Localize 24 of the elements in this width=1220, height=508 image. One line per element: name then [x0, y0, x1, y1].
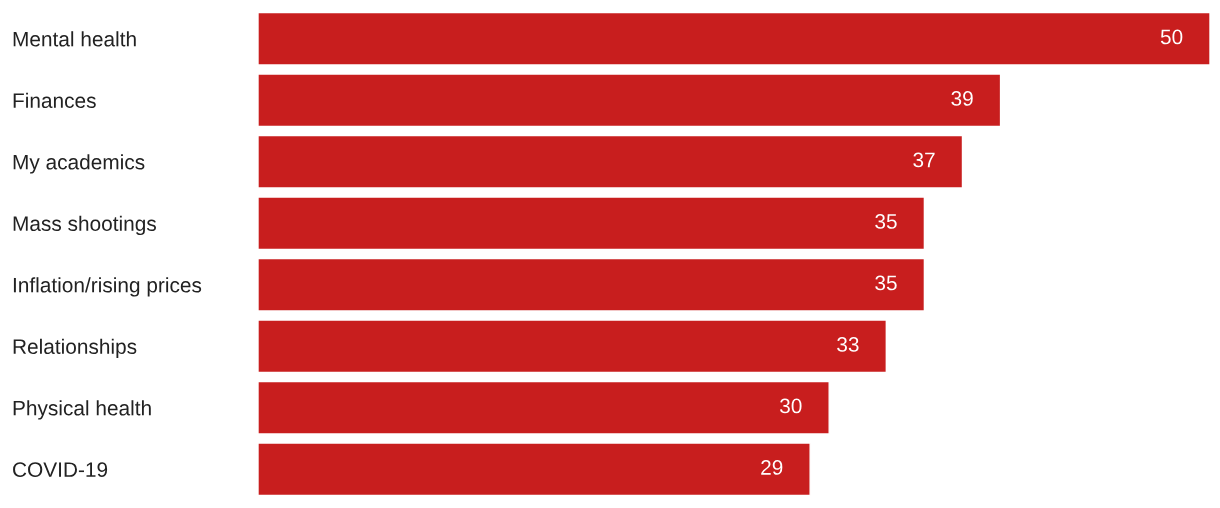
bar	[258, 73, 1002, 128]
bar	[258, 196, 926, 251]
bar	[258, 257, 926, 312]
data-label: 35	[875, 214, 897, 229]
data-label: 39	[951, 91, 973, 106]
data-label: 37	[913, 152, 935, 168]
bar	[258, 319, 888, 374]
y-tick-label: Mental health	[13, 31, 136, 47]
data-label: 30	[779, 398, 802, 414]
data-label: 33	[837, 337, 859, 352]
y-tick-label: Physical health	[13, 400, 151, 420]
bar	[258, 380, 830, 435]
data-label: 35	[875, 275, 897, 291]
bar	[258, 442, 811, 497]
y-tick-label: Relationships	[13, 338, 137, 359]
data-label: 29	[761, 460, 783, 475]
bar	[258, 134, 964, 189]
y-tick-label: Finances	[13, 92, 96, 108]
data-label: 50	[1160, 29, 1183, 45]
y-tick-label: Inflation/rising prices	[13, 277, 202, 297]
y-tick-label: My academics	[13, 154, 145, 174]
y-tick-label: Mass shootings	[13, 215, 156, 236]
y-tick-label: COVID-19	[13, 462, 108, 477]
bar	[258, 11, 1210, 66]
